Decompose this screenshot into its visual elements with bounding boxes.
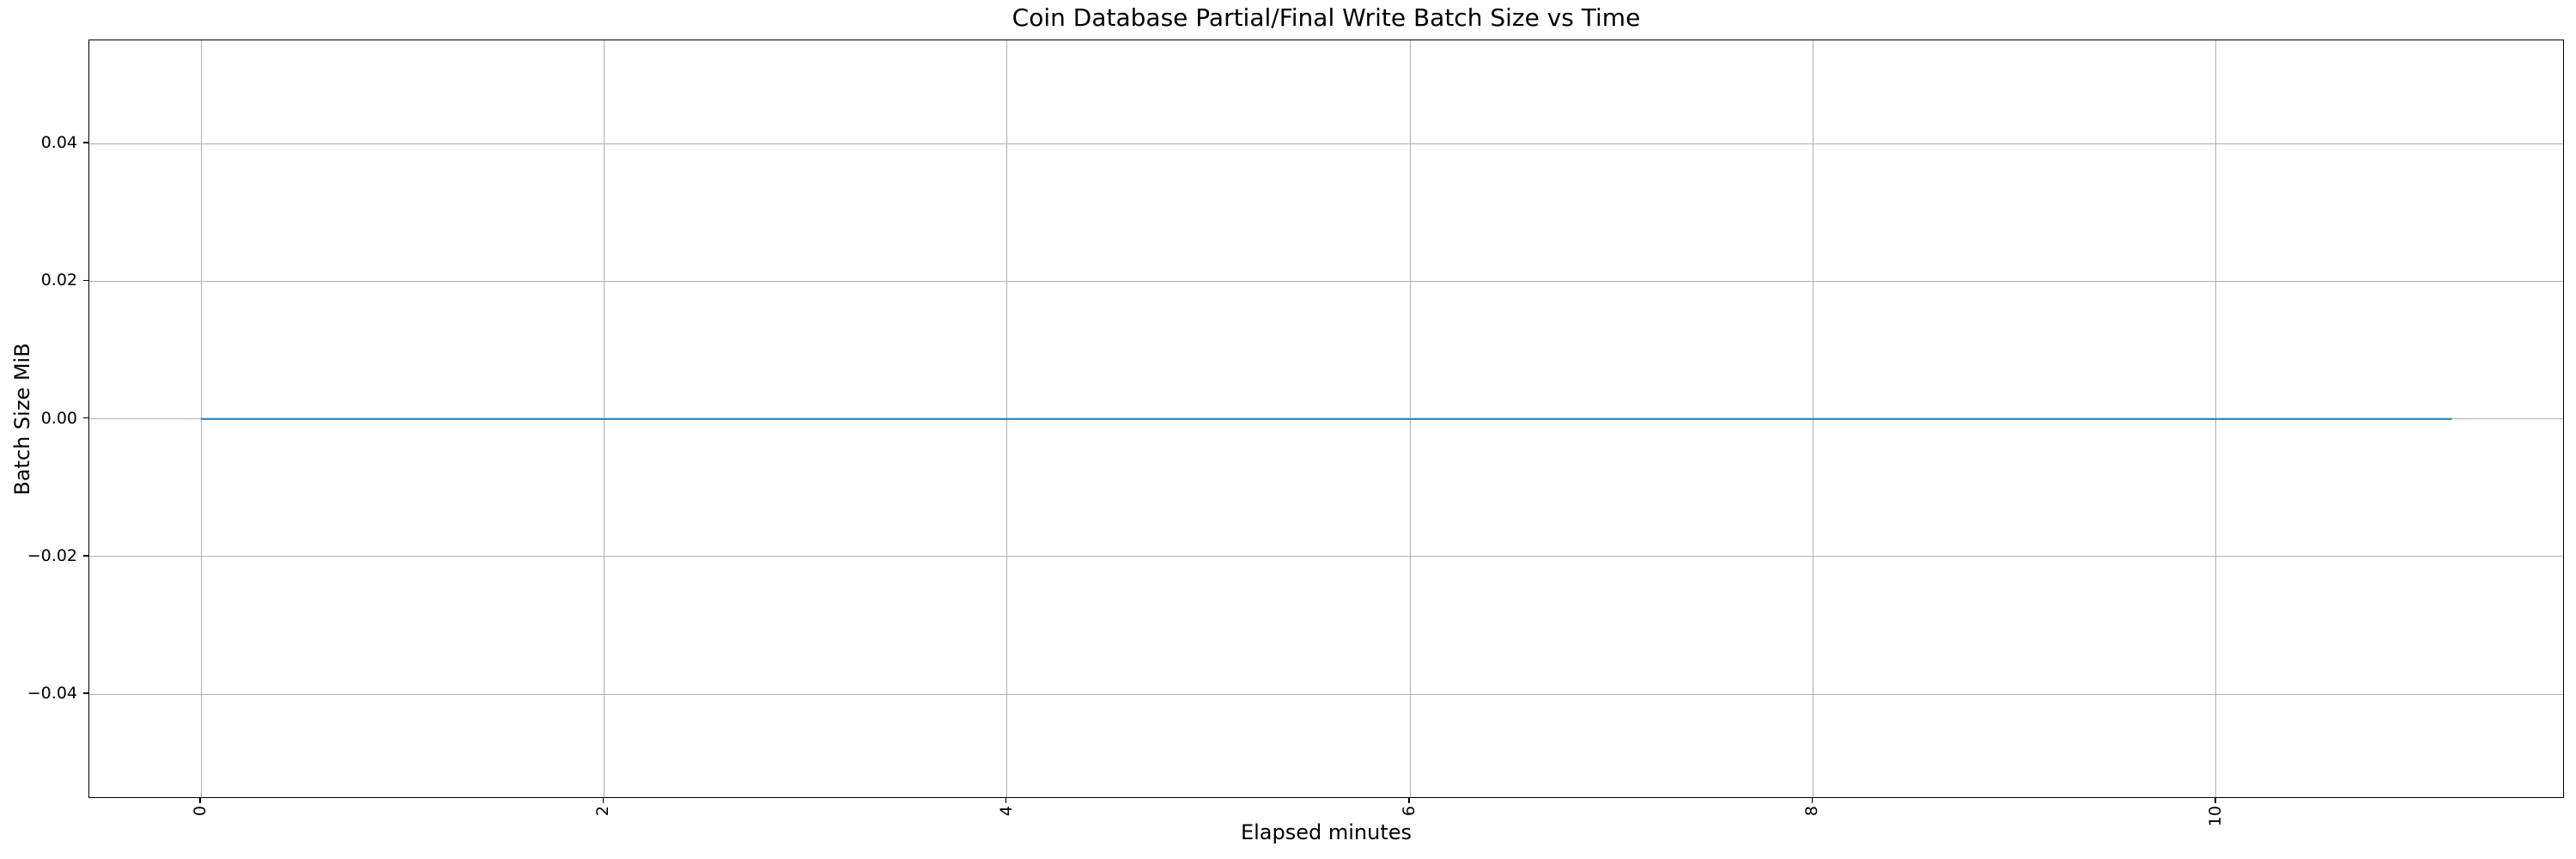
plot-area — [88, 40, 2564, 798]
y-tick-label: 0.04 — [40, 133, 77, 153]
y-grid-line — [89, 280, 2563, 282]
y-axis-label: Batch Size MiB — [10, 343, 34, 496]
x-tick-label: 8 — [1802, 806, 1822, 817]
y-tick-label: −0.04 — [27, 684, 77, 704]
x-tick-mark — [602, 798, 605, 803]
series-layer — [201, 417, 2452, 420]
x-tick-mark — [1005, 798, 1007, 803]
y-grid-line — [89, 693, 2563, 695]
y-grid-line — [89, 556, 2563, 557]
y-tick-label: 0.00 — [40, 408, 77, 428]
y-tick-mark — [83, 692, 88, 694]
y-grid-line — [89, 143, 2563, 144]
x-tick-mark — [2215, 798, 2216, 803]
y-tick-label: −0.02 — [27, 545, 77, 565]
y-tick-mark — [83, 555, 88, 557]
x-axis-label: Elapsed minutes — [1240, 820, 1413, 844]
x-tick-mark — [199, 798, 201, 803]
x-tick-label: 6 — [1400, 806, 1419, 817]
x-tick-label: 0 — [191, 806, 210, 817]
x-tick-mark — [1811, 798, 1814, 803]
y-tick-mark — [83, 417, 88, 419]
chart-title: Coin Database Partial/Final Write Batch … — [1012, 3, 1641, 32]
x-tick-label: 4 — [996, 806, 1016, 817]
y-tick-mark — [83, 279, 88, 282]
x-tick-label: 2 — [593, 806, 613, 817]
y-tick-mark — [83, 142, 88, 143]
y-tick-label: 0.02 — [40, 271, 77, 290]
x-tick-mark — [1408, 798, 1410, 803]
